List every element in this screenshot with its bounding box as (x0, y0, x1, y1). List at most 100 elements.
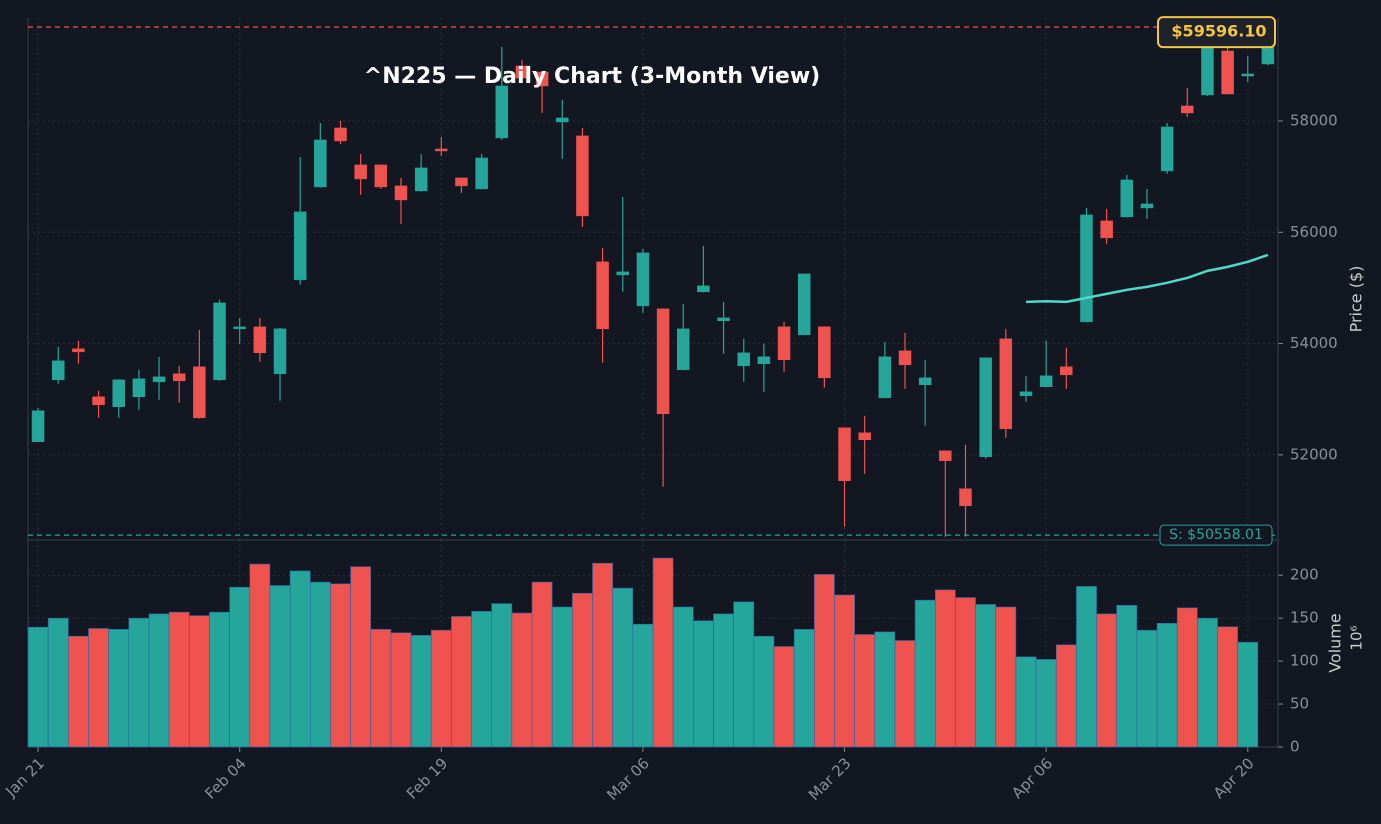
candle-body (1100, 220, 1113, 239)
volume-bar (551, 606, 573, 748)
candle-body (636, 252, 650, 307)
y-tick-label: 50 (1290, 695, 1309, 713)
volume-bar (289, 570, 311, 748)
volume-bar (188, 615, 210, 748)
price-panel (28, 18, 1278, 540)
volume-bar (874, 631, 896, 748)
volume-bar (1176, 607, 1198, 748)
volume-bar (511, 612, 533, 748)
volume-bar (269, 585, 291, 748)
candle-body (838, 427, 851, 482)
candle-body (1039, 375, 1053, 388)
volume-bar (410, 635, 432, 748)
volume-bar (934, 589, 956, 748)
volume-bar (249, 563, 271, 748)
volume-bar (350, 566, 372, 748)
candle-body (293, 211, 307, 281)
volume-bar (108, 629, 130, 748)
candle-body (918, 377, 932, 386)
candle-body (72, 348, 85, 353)
candle-body (1019, 391, 1033, 397)
candle-body (193, 366, 206, 419)
candle-body (314, 139, 327, 188)
y-tick-label: 54000 (1290, 334, 1338, 352)
candle-body (656, 308, 670, 415)
candle-body (213, 302, 226, 381)
y-tick-label: 56000 (1290, 223, 1338, 241)
y-tick-label: 100 (1290, 652, 1319, 670)
volume-bar (955, 597, 976, 748)
support-label: S: $50558.01 (1169, 527, 1263, 543)
candle-body (51, 360, 65, 381)
volume-bar (713, 613, 734, 748)
candle-body (535, 71, 549, 87)
candle-body (898, 350, 912, 366)
volume-bar (672, 606, 694, 748)
volume-bar (1237, 641, 1259, 748)
candle-body (999, 338, 1013, 430)
volume-bar (471, 610, 493, 748)
volume-bar (733, 601, 755, 748)
candle-body (132, 378, 146, 398)
candle-body (233, 326, 246, 330)
volume-bar (1015, 656, 1037, 748)
candle-body (797, 273, 811, 336)
candle-body (818, 326, 831, 379)
candle-body (495, 85, 509, 139)
volume-bar (148, 613, 170, 748)
volume-bar (491, 603, 513, 748)
candle-body (455, 177, 468, 187)
candle-body (1120, 179, 1134, 218)
candle-body (1181, 105, 1194, 114)
candle-body (616, 271, 630, 276)
volume-bar (1197, 617, 1218, 748)
volume-bar (1156, 623, 1178, 748)
candle-body (556, 117, 569, 123)
volume-bar (1136, 629, 1158, 748)
candle-body (979, 357, 992, 457)
candle-body (737, 352, 750, 367)
volume-bar (894, 640, 916, 748)
volume-bar (451, 616, 472, 748)
y-tick-label: 0 (1290, 738, 1300, 756)
volume-bar (652, 557, 674, 748)
y-axis-label: Volume (1326, 613, 1345, 673)
volume-bar (1035, 659, 1057, 748)
volume-bar (854, 634, 876, 748)
candle-body (939, 450, 952, 462)
volume-bar (68, 635, 89, 748)
volume-bar (229, 586, 251, 748)
volume-bar (773, 646, 795, 748)
volume-bar (430, 629, 452, 748)
candle-body (596, 261, 609, 330)
candle-body (1241, 73, 1255, 77)
candle-body (354, 164, 367, 180)
volume-bar (1096, 613, 1118, 748)
candle-body (676, 328, 690, 371)
candle-body (1221, 50, 1234, 95)
volume-bar (168, 611, 190, 748)
volume-bar (572, 592, 593, 748)
volume-bar (592, 562, 613, 748)
candle-body (1201, 39, 1214, 96)
y-tick-label: 52000 (1290, 445, 1338, 463)
volume-bar (995, 606, 1017, 748)
candle-body (1080, 214, 1093, 323)
volume-bar (753, 635, 775, 748)
y-axis-label: Price ($) (1347, 266, 1366, 333)
candle-body (172, 373, 186, 382)
candle-body (435, 148, 448, 152)
volume-bar (88, 628, 109, 748)
candle-body (959, 488, 972, 507)
volume-bar (1217, 626, 1238, 748)
last-price-box (1157, 16, 1276, 49)
support-label-box (1159, 524, 1273, 546)
volume-bar (834, 594, 855, 748)
candle-body (717, 317, 730, 322)
candle-body (92, 396, 105, 406)
volume-bar (128, 617, 150, 748)
candle-body (1140, 203, 1154, 209)
volume-bar (47, 617, 69, 748)
volume-bar (793, 629, 815, 748)
